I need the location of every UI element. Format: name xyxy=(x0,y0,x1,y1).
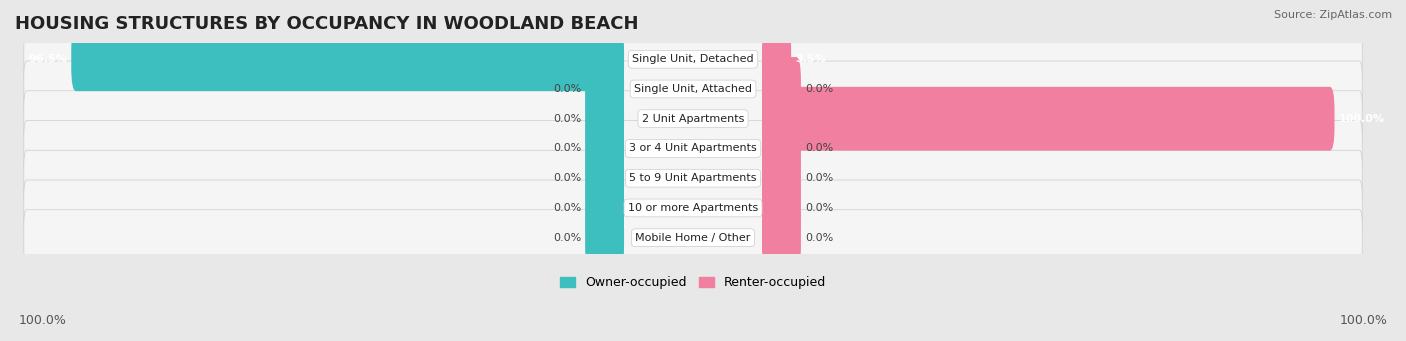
Text: 0.0%: 0.0% xyxy=(806,173,834,183)
FancyBboxPatch shape xyxy=(24,150,1362,206)
Text: 0.0%: 0.0% xyxy=(806,233,834,243)
Text: 100.0%: 100.0% xyxy=(1339,114,1385,124)
Text: 0.0%: 0.0% xyxy=(553,114,581,124)
FancyBboxPatch shape xyxy=(762,27,792,91)
Text: Single Unit, Detached: Single Unit, Detached xyxy=(633,54,754,64)
Text: 96.5%: 96.5% xyxy=(28,54,67,64)
Text: 100.0%: 100.0% xyxy=(18,314,66,327)
FancyBboxPatch shape xyxy=(24,120,1362,176)
FancyBboxPatch shape xyxy=(762,146,801,210)
Text: 2 Unit Apartments: 2 Unit Apartments xyxy=(643,114,744,124)
Text: 10 or more Apartments: 10 or more Apartments xyxy=(628,203,758,213)
Text: 3 or 4 Unit Apartments: 3 or 4 Unit Apartments xyxy=(628,144,756,153)
FancyBboxPatch shape xyxy=(585,117,624,180)
Text: 0.0%: 0.0% xyxy=(553,84,581,94)
Text: 0.0%: 0.0% xyxy=(553,203,581,213)
Text: 0.0%: 0.0% xyxy=(553,173,581,183)
Text: 0.0%: 0.0% xyxy=(806,144,834,153)
Text: Mobile Home / Other: Mobile Home / Other xyxy=(636,233,751,243)
FancyBboxPatch shape xyxy=(762,117,801,180)
FancyBboxPatch shape xyxy=(585,146,624,210)
FancyBboxPatch shape xyxy=(585,87,624,151)
FancyBboxPatch shape xyxy=(585,206,624,270)
Text: 5 to 9 Unit Apartments: 5 to 9 Unit Apartments xyxy=(630,173,756,183)
FancyBboxPatch shape xyxy=(762,176,801,240)
FancyBboxPatch shape xyxy=(762,57,801,121)
FancyBboxPatch shape xyxy=(762,87,1334,151)
FancyBboxPatch shape xyxy=(24,180,1362,236)
Text: 0.0%: 0.0% xyxy=(806,203,834,213)
Text: Source: ZipAtlas.com: Source: ZipAtlas.com xyxy=(1274,10,1392,20)
Text: 3.5%: 3.5% xyxy=(796,54,825,64)
FancyBboxPatch shape xyxy=(24,61,1362,117)
FancyBboxPatch shape xyxy=(585,176,624,240)
Text: Single Unit, Attached: Single Unit, Attached xyxy=(634,84,752,94)
FancyBboxPatch shape xyxy=(585,57,624,121)
Text: 100.0%: 100.0% xyxy=(1340,314,1388,327)
Text: 0.0%: 0.0% xyxy=(553,233,581,243)
FancyBboxPatch shape xyxy=(72,27,624,91)
Text: 0.0%: 0.0% xyxy=(806,84,834,94)
FancyBboxPatch shape xyxy=(24,31,1362,87)
Text: HOUSING STRUCTURES BY OCCUPANCY IN WOODLAND BEACH: HOUSING STRUCTURES BY OCCUPANCY IN WOODL… xyxy=(15,15,638,33)
Legend: Owner-occupied, Renter-occupied: Owner-occupied, Renter-occupied xyxy=(555,271,831,294)
Text: 0.0%: 0.0% xyxy=(553,144,581,153)
FancyBboxPatch shape xyxy=(24,91,1362,147)
FancyBboxPatch shape xyxy=(762,206,801,270)
FancyBboxPatch shape xyxy=(24,210,1362,266)
